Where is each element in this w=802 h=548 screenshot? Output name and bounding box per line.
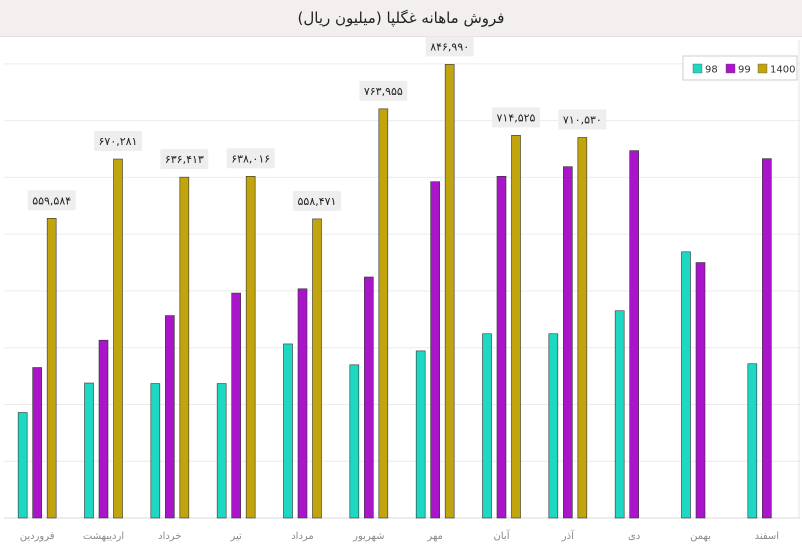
bar-98-6 bbox=[349, 364, 360, 519]
bar-98-10 bbox=[614, 310, 625, 519]
bar-99-2 bbox=[98, 339, 109, 519]
legend-label-99: 99 bbox=[738, 65, 751, 76]
x-tick-label: مهر bbox=[426, 531, 442, 542]
x-tick-label: تیر bbox=[230, 531, 243, 542]
x-tick-label: دی bbox=[628, 531, 640, 542]
bar-99-3 bbox=[165, 315, 175, 519]
bar-99-9 bbox=[563, 166, 573, 519]
data-label: ۸۴۶,۹۹۰ bbox=[430, 40, 469, 53]
legend-swatch-99 bbox=[725, 63, 736, 74]
data-label-box bbox=[226, 148, 275, 169]
x-tick-label: آبان bbox=[494, 529, 511, 542]
bar-1400-8 bbox=[511, 135, 521, 519]
data-label-box bbox=[94, 131, 142, 152]
legend-label-1400: 1400 bbox=[770, 65, 795, 76]
x-tick-label: آذر bbox=[561, 529, 575, 542]
bar-99-5 bbox=[297, 288, 308, 519]
data-label-box bbox=[558, 109, 607, 130]
legend-label-98: 98 bbox=[705, 65, 718, 76]
x-tick-label: خرداد bbox=[158, 531, 181, 542]
bar-99-4 bbox=[231, 292, 241, 519]
x-tick-label: مرداد bbox=[291, 531, 314, 542]
bar-1400-5 bbox=[312, 218, 322, 519]
data-label: ۶۳۸,۰۱۶ bbox=[231, 152, 270, 165]
bar-1400-4 bbox=[245, 176, 256, 519]
bar-99-7 bbox=[430, 181, 440, 519]
bar-99-6 bbox=[364, 276, 374, 519]
data-label: ۷۱۰,۵۳۰ bbox=[563, 113, 602, 126]
data-label-box bbox=[293, 190, 341, 211]
data-label: ۵۵۸,۴۷۱ bbox=[298, 195, 337, 208]
chart-title: فروش ماهانه غگلپا (میلیون ریال) bbox=[297, 9, 505, 27]
bar-1400-1 bbox=[46, 218, 57, 519]
bar-99-10 bbox=[629, 150, 639, 519]
data-label: ۵۵۹,۵۸۴ bbox=[32, 194, 71, 207]
x-tick-label: اسفند bbox=[755, 531, 779, 542]
bar-98-3 bbox=[150, 383, 161, 519]
bar-1400-9 bbox=[577, 137, 588, 519]
bar-98-8 bbox=[482, 333, 492, 519]
bar-99-12 bbox=[762, 158, 772, 519]
legend-swatch-1400 bbox=[757, 63, 768, 74]
bar-99-11 bbox=[695, 262, 706, 519]
bar-98-4 bbox=[216, 383, 227, 519]
x-tick-label: فروردین bbox=[20, 531, 55, 542]
data-label-box bbox=[359, 80, 408, 101]
data-label-box bbox=[425, 36, 474, 57]
legend-swatch-98 bbox=[692, 63, 703, 74]
bar-99-1 bbox=[32, 367, 42, 519]
data-label: ۷۱۴,۵۲۵ bbox=[497, 111, 536, 124]
bar-99-8 bbox=[496, 176, 507, 519]
bar-98-9 bbox=[548, 333, 559, 519]
bar-1400-7 bbox=[444, 64, 455, 519]
bar-98-12 bbox=[747, 363, 758, 519]
bar-98-11 bbox=[681, 251, 691, 519]
bar-1400-6 bbox=[378, 108, 389, 519]
bar-98-1 bbox=[17, 412, 28, 519]
x-tick-label: شهریور bbox=[352, 531, 384, 542]
data-label: ۷۶۳,۹۵۵ bbox=[364, 85, 403, 98]
data-label-box bbox=[160, 149, 209, 170]
bar-98-5 bbox=[283, 343, 293, 519]
data-label: ۶۷۰,۲۸۱ bbox=[99, 135, 138, 148]
bar-98-7 bbox=[415, 350, 426, 519]
bar-1400-3 bbox=[179, 176, 190, 519]
x-tick-label: اردیبهشت bbox=[83, 531, 124, 542]
data-label: ۶۳۶,۴۱۳ bbox=[165, 153, 204, 166]
data-label-box bbox=[27, 190, 76, 211]
bar-98-2 bbox=[84, 382, 94, 519]
x-tick-label: بهمن bbox=[690, 531, 711, 542]
bar-1400-2 bbox=[113, 158, 123, 519]
data-label-box bbox=[492, 107, 540, 128]
title-bar bbox=[0, 0, 802, 37]
